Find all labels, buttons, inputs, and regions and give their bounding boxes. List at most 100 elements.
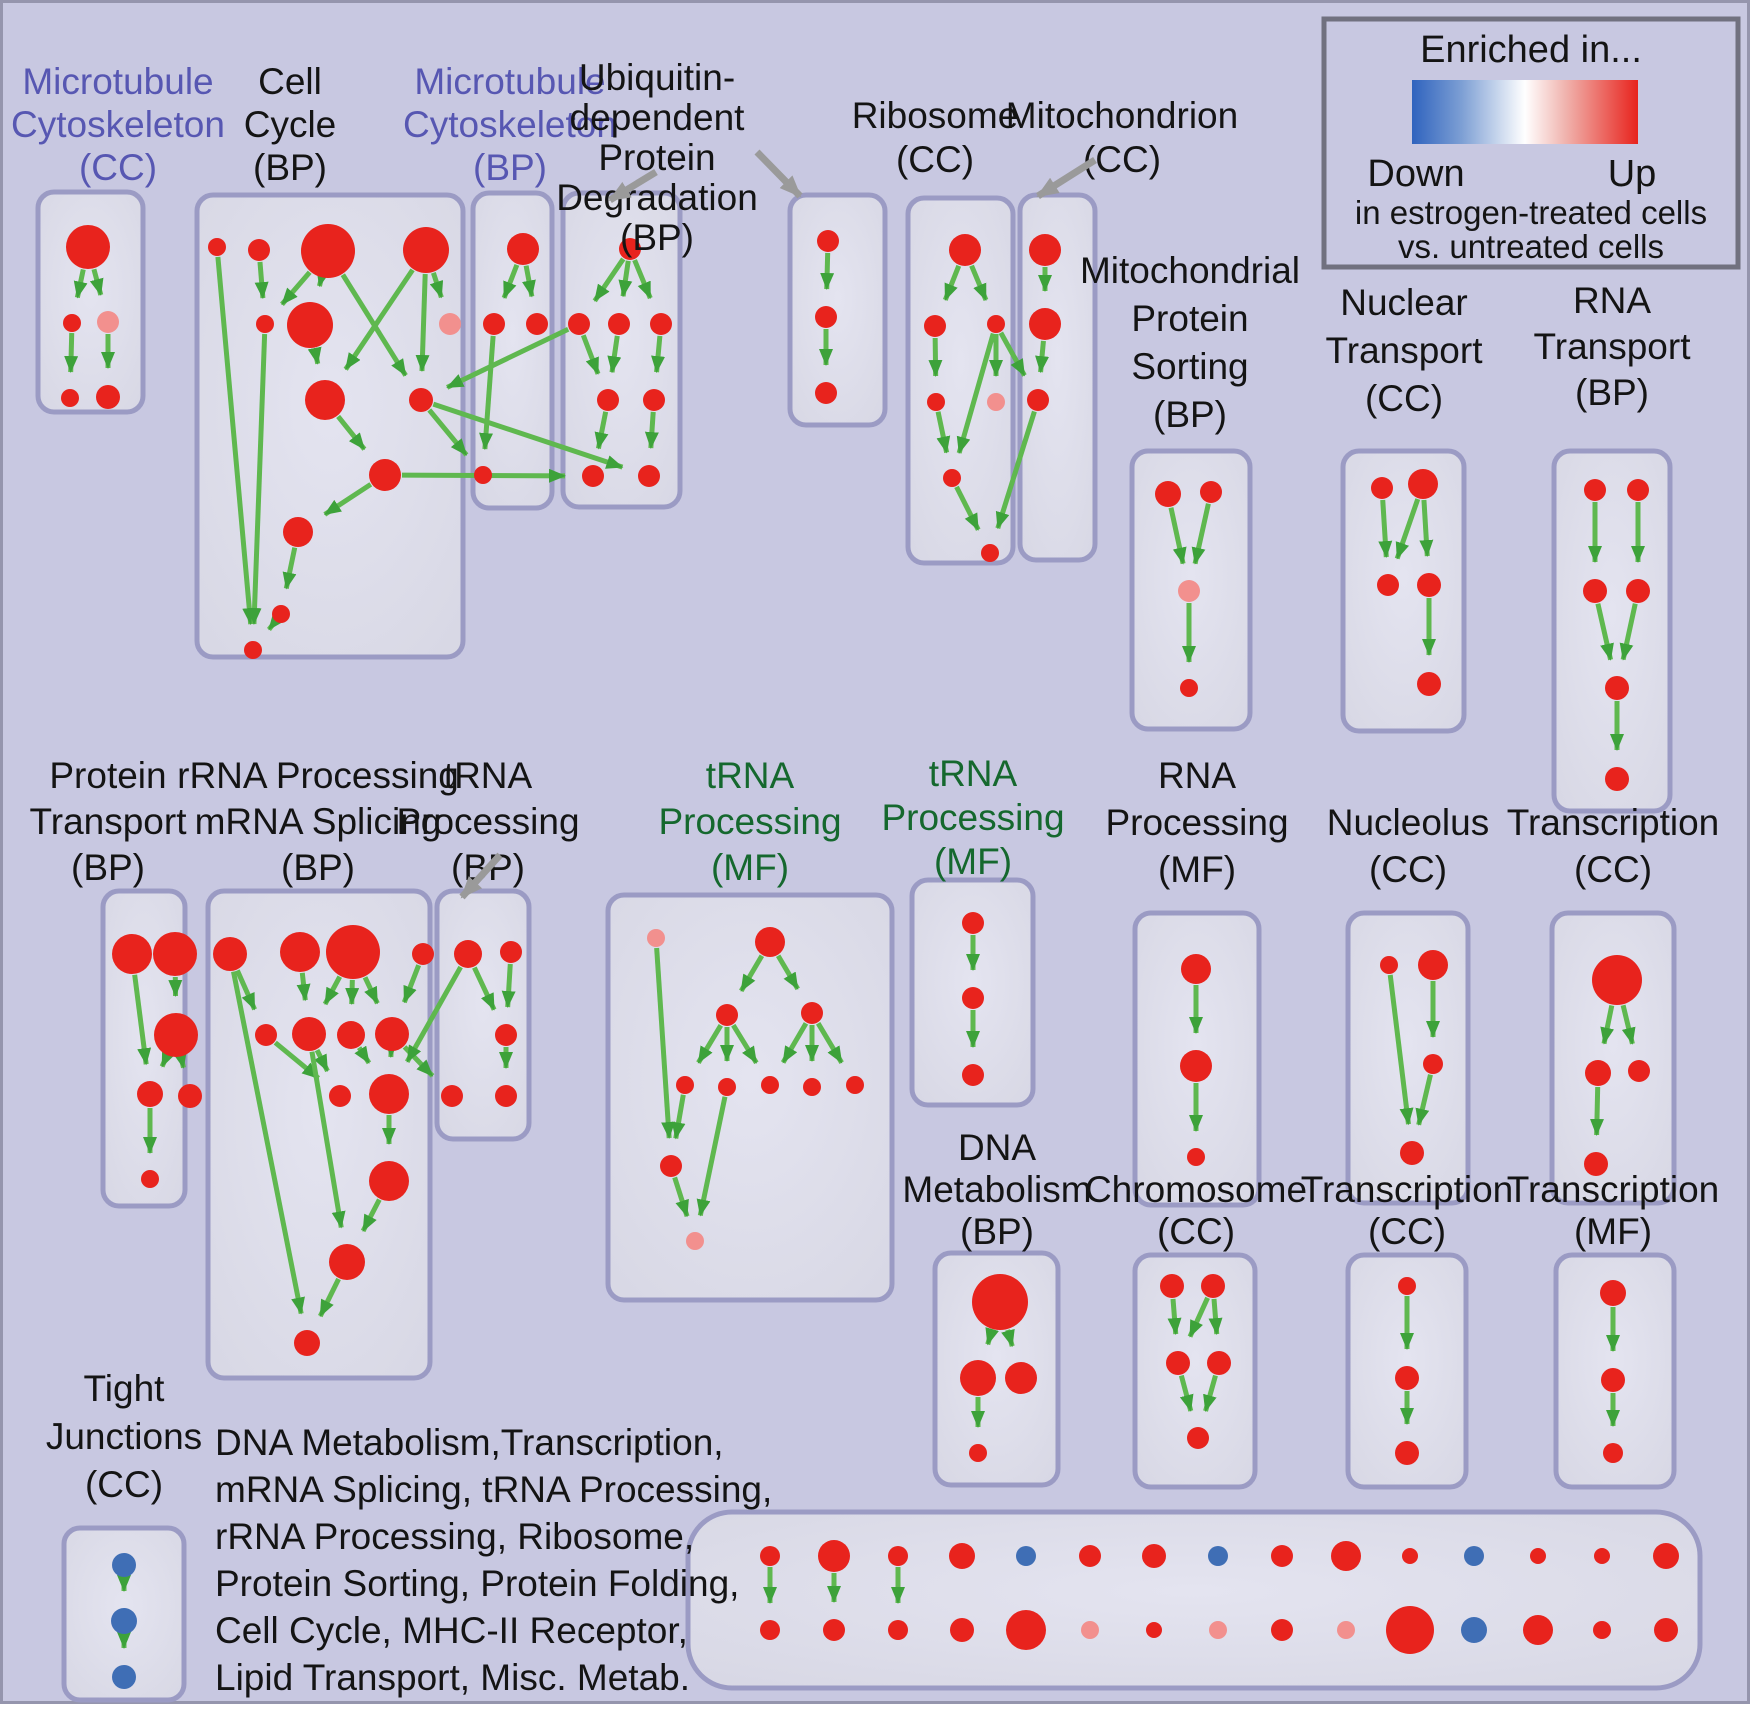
node-mitochondrion-cc-2 [1027, 389, 1049, 411]
node-transcription-cc-bottom-1 [1395, 1366, 1419, 1390]
edge-nucleolus-cc-2 [1415, 1074, 1433, 1126]
node-microtubule-cytoskeleton-cc-2 [97, 311, 119, 333]
node-rna-processing-mf-2 [1187, 1148, 1205, 1166]
label-rna-processing-mf-line-1: Processing [1105, 802, 1288, 843]
node-nuclear-transport-cc-1 [1408, 469, 1438, 499]
label-mitochondrial-protein-sorting-bp-line-1: Protein [1131, 298, 1248, 339]
edge-cell-cycle-bp-12 [266, 612, 285, 632]
node-ubiquitin-degradation-box-a-5 [643, 389, 665, 411]
node-trna-processing-mf-large-6 [761, 1076, 779, 1094]
node-rna-transport-bp-0 [1584, 479, 1606, 501]
node-trna-processing-mf-small-1 [962, 987, 984, 1009]
node-trna-processing-mf-large-1 [755, 927, 785, 957]
label-chromosome-cc-line-1: (CC) [1157, 1211, 1235, 1252]
node-microtubule-cytoskeleton-bp-1 [483, 313, 505, 335]
node-nuclear-transport-cc-2 [1377, 574, 1399, 596]
node-rna-processing-mf-1 [1180, 1050, 1212, 1082]
edge-rrna-processing-mrna-splicing-bp-14 [231, 971, 305, 1315]
edge-cell-cycle-bp-1 [254, 261, 269, 300]
node-dna-metabolism-bp-3 [969, 1444, 987, 1462]
edge-chromosome-cc-2 [1208, 1298, 1223, 1336]
footer-text-line-4: Cell Cycle, MHC-II Receptor, [215, 1610, 688, 1651]
edge-ubiquitin-degradation-box-a-5 [651, 335, 666, 374]
edge-microtubule-cytoskeleton-bp-2 [479, 335, 496, 451]
node-protein-transport-bp-2 [154, 1013, 198, 1057]
edge-trna-processing-mf-large-5 [780, 1022, 809, 1064]
label-transcription-mf-line-1: (MF) [1574, 1211, 1652, 1252]
node-chromosome-cc-4 [1187, 1427, 1209, 1449]
node-trna-processing-bp-1 [500, 941, 522, 963]
label-mitochondrial-protein-sorting-bp-line-3: (BP) [1153, 394, 1227, 435]
label-ubiquitin-degradation-box-b-line-2: Protein [598, 137, 715, 178]
label-dna-metabolism-bp-line-1: Metabolism [902, 1169, 1091, 1210]
legend-up-label: Up [1608, 153, 1657, 195]
edge-nuclear-transport-cc-0 [1378, 499, 1393, 559]
node-merged-small-categories-16 [823, 1619, 845, 1641]
label-microtubule-cytoskeleton-cc-line-1: Cytoskeleton [11, 104, 225, 145]
edge-microtubule-cytoskeleton-bp-1 [522, 265, 536, 298]
edge-ubiquitin-degradation-box-a-7 [644, 411, 659, 450]
edge-rrna-processing-mrna-splicing-bp-10 [309, 1051, 346, 1229]
node-trna-processing-bp-4 [495, 1085, 517, 1107]
box-ubiquitin-degradation-box-b [787, 192, 888, 428]
node-nucleolus-cc-3 [1400, 1141, 1424, 1165]
node-nucleolus-cc-0 [1380, 956, 1398, 974]
bottom-margin-strip [0, 1704, 1750, 1715]
edge-dna-metabolism-bp-0 [985, 1327, 999, 1346]
node-tight-junctions-cc-1 [111, 1608, 137, 1634]
node-transcription-cc-mid-0 [1592, 955, 1642, 1005]
group-labels: MicrotubuleCytoskeleton(CC)CellCycle(BP)… [11, 57, 1719, 1505]
node-ribosome-cc-2 [987, 315, 1005, 333]
node-chromosome-cc-3 [1207, 1351, 1231, 1375]
label-mitochondrion-cc-line-0: Mitochondrion [1006, 95, 1238, 136]
edge-cell-cycle-bp-10 [323, 482, 373, 517]
node-cell-cycle-bp-12 [244, 641, 262, 659]
node-protein-transport-bp-4 [178, 1084, 202, 1108]
node-transcription-mf-1 [1601, 1368, 1625, 1392]
node-trna-processing-mf-large-3 [801, 1002, 823, 1024]
edge-trna-processing-mf-large-9 [671, 1094, 686, 1140]
node-rrna-processing-mrna-splicing-bp-4 [255, 1024, 277, 1046]
edge-trna-processing-bp-1 [501, 963, 516, 1009]
label-transcription-cc-mid-line-1: (CC) [1574, 849, 1652, 890]
node-tight-junctions-cc-0 [112, 1553, 136, 1577]
edge-protein-transport-bp-3 [173, 1050, 187, 1069]
edge-rrna-processing-mrna-splicing-bp-12 [360, 1198, 382, 1233]
node-merged-small-categories-29 [1654, 1618, 1678, 1642]
edge-rrna-processing-mrna-splicing-bp-4 [362, 976, 380, 1005]
legend-subtitle-line1: in estrogen-treated cells [1355, 194, 1707, 231]
node-transcription-cc-mid-2 [1628, 1060, 1650, 1082]
cross-edge-1 [427, 408, 469, 457]
edge-chromosome-cc-4 [1203, 1374, 1218, 1412]
box-ribosome-cc [905, 195, 1016, 566]
node-microtubule-cytoskeleton-cc-1 [63, 314, 81, 332]
edge-ribosome-cc-1 [969, 264, 989, 301]
edge-mitochondrion-cc-1 [1035, 340, 1050, 374]
footer-text-line-3: Protein Sorting, Protein Folding, [215, 1563, 739, 1604]
edge-microtubule-cytoskeleton-cc-0 [73, 268, 88, 299]
node-rrna-processing-mrna-splicing-bp-8 [329, 1085, 351, 1107]
label-tight-junctions-cc-line-1: Junctions [46, 1416, 202, 1457]
edge-rna-transport-bp-2 [1595, 603, 1614, 661]
node-rna-transport-bp-3 [1626, 579, 1650, 603]
node-merged-small-categories-11 [1464, 1546, 1484, 1566]
label-rna-processing-mf-line-2: (MF) [1158, 849, 1236, 890]
node-dna-metabolism-bp-2 [1005, 1362, 1037, 1394]
node-merged-small-categories-24 [1337, 1621, 1355, 1639]
node-cell-cycle-bp-9 [369, 459, 401, 491]
node-trna-processing-mf-large-8 [846, 1076, 864, 1094]
label-tight-junctions-cc-line-0: Tight [84, 1368, 166, 1409]
node-merged-small-categories-19 [1006, 1610, 1046, 1650]
edge-cell-cycle-bp-9 [336, 414, 367, 451]
node-transcription-mf-2 [1603, 1443, 1623, 1463]
node-ubiquitin-degradation-box-a-1 [568, 313, 590, 335]
node-dna-metabolism-bp-0 [972, 1274, 1028, 1330]
node-merged-small-categories-22 [1209, 1621, 1227, 1639]
edge-trna-processing-mf-large-8 [654, 947, 676, 1140]
edge-ubiquitin-degradation-box-a-4 [607, 335, 622, 374]
node-merged-small-categories-7 [1208, 1546, 1228, 1566]
node-trna-processing-bp-3 [441, 1085, 463, 1107]
label-dna-metabolism-bp-line-2: (BP) [960, 1211, 1034, 1252]
node-trna-processing-mf-large-0 [647, 929, 665, 947]
